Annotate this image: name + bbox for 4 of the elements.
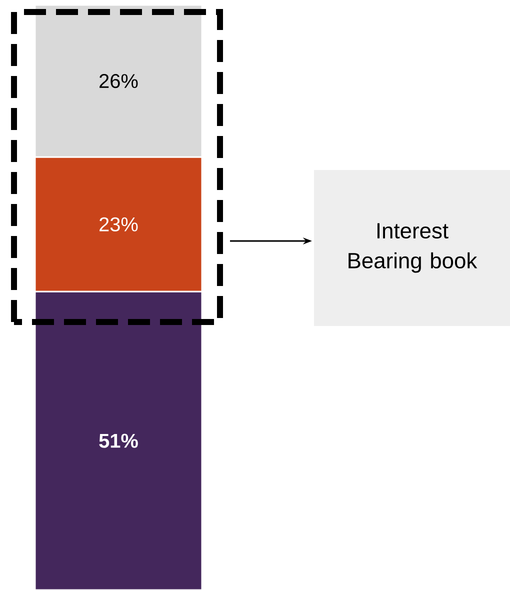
data-label: 26% [100,74,138,88]
text: Interest Bearing book [348,223,478,273]
data-label: 23% [100,217,138,232]
data-label: 51% [99,434,138,448]
